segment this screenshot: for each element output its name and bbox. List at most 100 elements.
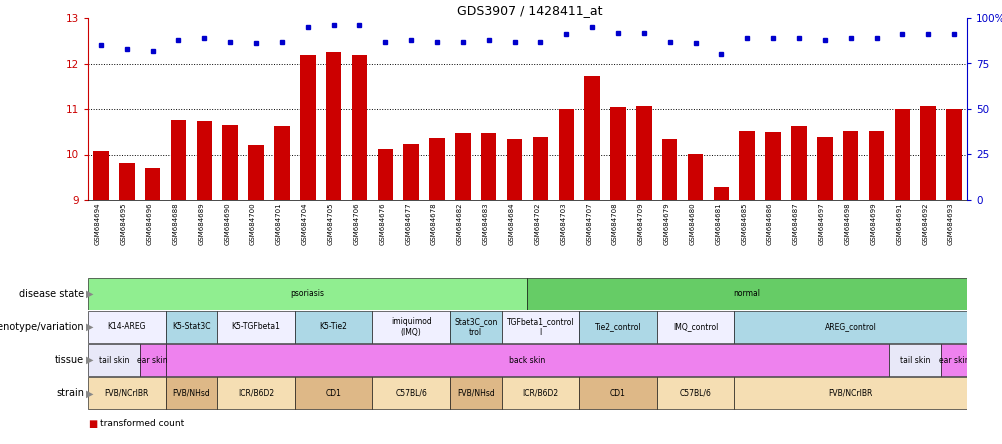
Text: GSM684687: GSM684687 — [793, 202, 799, 245]
Bar — [635, 106, 651, 200]
Text: GSM684690: GSM684690 — [224, 202, 230, 245]
FancyBboxPatch shape — [165, 377, 217, 409]
Text: tissue: tissue — [55, 355, 84, 365]
FancyBboxPatch shape — [139, 344, 165, 376]
Bar — [248, 145, 264, 200]
Text: FVB/NCrIBR: FVB/NCrIBR — [828, 389, 872, 398]
Bar — [738, 131, 755, 200]
Text: GSM684689: GSM684689 — [198, 202, 204, 245]
Bar — [584, 76, 599, 200]
Text: C57BL/6: C57BL/6 — [679, 389, 710, 398]
Text: AREG_control: AREG_control — [824, 322, 876, 331]
Text: K14-AREG: K14-AREG — [107, 322, 146, 331]
Text: Tie2_control: Tie2_control — [594, 322, 640, 331]
FancyBboxPatch shape — [501, 377, 578, 409]
Bar — [945, 109, 961, 200]
Bar — [791, 126, 806, 200]
Text: GSM684685: GSM684685 — [740, 202, 746, 245]
Text: GSM684679: GSM684679 — [663, 202, 669, 245]
Text: CD1: CD1 — [609, 389, 625, 398]
Bar — [661, 139, 676, 200]
Text: TGFbeta1_control
l: TGFbeta1_control l — [506, 317, 574, 337]
Bar — [196, 121, 211, 200]
Text: GSM684693: GSM684693 — [947, 202, 953, 245]
Bar — [352, 56, 367, 200]
Text: K5-Tie2: K5-Tie2 — [320, 322, 348, 331]
FancyBboxPatch shape — [165, 344, 889, 376]
Text: GSM684691: GSM684691 — [896, 202, 902, 245]
Text: GSM684677: GSM684677 — [405, 202, 411, 245]
Text: CD1: CD1 — [326, 389, 342, 398]
Bar — [93, 151, 108, 200]
Text: GSM684698: GSM684698 — [844, 202, 850, 245]
Text: GSM684680: GSM684680 — [688, 202, 694, 245]
Bar — [558, 108, 573, 200]
Bar — [144, 168, 160, 200]
Text: GSM684678: GSM684678 — [431, 202, 437, 245]
Text: GSM684705: GSM684705 — [328, 202, 334, 245]
FancyBboxPatch shape — [88, 311, 165, 343]
Text: back skin: back skin — [509, 356, 545, 365]
Text: GDS3907 / 1428411_at: GDS3907 / 1428411_at — [457, 4, 602, 17]
FancyBboxPatch shape — [889, 344, 940, 376]
Text: GSM684688: GSM684688 — [172, 202, 178, 245]
FancyBboxPatch shape — [578, 311, 656, 343]
FancyBboxPatch shape — [217, 377, 295, 409]
FancyBboxPatch shape — [527, 278, 966, 309]
Bar — [326, 52, 341, 200]
Text: genotype/variation: genotype/variation — [0, 322, 84, 332]
Text: ■: ■ — [88, 420, 97, 429]
Text: GSM684695: GSM684695 — [120, 202, 126, 245]
Text: imiquimod
(IMQ): imiquimod (IMQ) — [391, 317, 431, 337]
Bar — [609, 107, 625, 200]
Text: GSM684707: GSM684707 — [585, 202, 591, 245]
FancyBboxPatch shape — [501, 311, 578, 343]
Text: GSM684686: GSM684686 — [767, 202, 773, 245]
Text: GSM684676: GSM684676 — [379, 202, 385, 245]
FancyBboxPatch shape — [733, 377, 966, 409]
Text: GSM684697: GSM684697 — [818, 202, 824, 245]
Bar — [713, 187, 728, 200]
Bar — [894, 108, 909, 200]
Bar — [765, 132, 781, 200]
Text: ICR/B6D2: ICR/B6D2 — [237, 389, 274, 398]
Text: ear skin: ear skin — [137, 356, 167, 365]
Text: ▶: ▶ — [86, 322, 93, 332]
Bar — [403, 144, 419, 200]
Text: C57BL/6: C57BL/6 — [395, 389, 427, 398]
Text: K5-Stat3C: K5-Stat3C — [172, 322, 210, 331]
Text: ▶: ▶ — [86, 289, 93, 299]
Text: GSM684694: GSM684694 — [95, 202, 101, 245]
Bar — [481, 133, 496, 200]
Text: Stat3C_con
trol: Stat3C_con trol — [454, 317, 497, 337]
Text: ICR/B6D2: ICR/B6D2 — [522, 389, 558, 398]
Text: GSM684700: GSM684700 — [249, 202, 256, 245]
Text: GSM684692: GSM684692 — [921, 202, 927, 245]
Bar — [842, 131, 858, 200]
Text: GSM684683: GSM684683 — [482, 202, 488, 245]
Text: psoriasis: psoriasis — [291, 289, 325, 298]
Text: GSM684702: GSM684702 — [534, 202, 540, 245]
Bar — [920, 106, 935, 200]
FancyBboxPatch shape — [450, 377, 501, 409]
Text: strain: strain — [56, 388, 84, 398]
Bar — [868, 131, 884, 200]
Text: FVB/NHsd: FVB/NHsd — [172, 389, 210, 398]
FancyBboxPatch shape — [295, 311, 372, 343]
Text: GSM684703: GSM684703 — [560, 202, 566, 245]
Text: tail skin: tail skin — [899, 356, 930, 365]
Text: GSM684682: GSM684682 — [457, 202, 462, 245]
Bar — [377, 149, 393, 200]
Text: GSM684701: GSM684701 — [276, 202, 282, 245]
Bar — [817, 137, 832, 200]
FancyBboxPatch shape — [656, 311, 733, 343]
Text: GSM684684: GSM684684 — [508, 202, 514, 245]
FancyBboxPatch shape — [88, 344, 139, 376]
FancyBboxPatch shape — [372, 377, 450, 409]
Text: IMQ_control: IMQ_control — [672, 322, 717, 331]
Text: K5-TGFbeta1: K5-TGFbeta1 — [231, 322, 281, 331]
FancyBboxPatch shape — [578, 377, 656, 409]
Bar — [170, 120, 186, 200]
Bar — [532, 137, 548, 200]
FancyBboxPatch shape — [940, 344, 966, 376]
